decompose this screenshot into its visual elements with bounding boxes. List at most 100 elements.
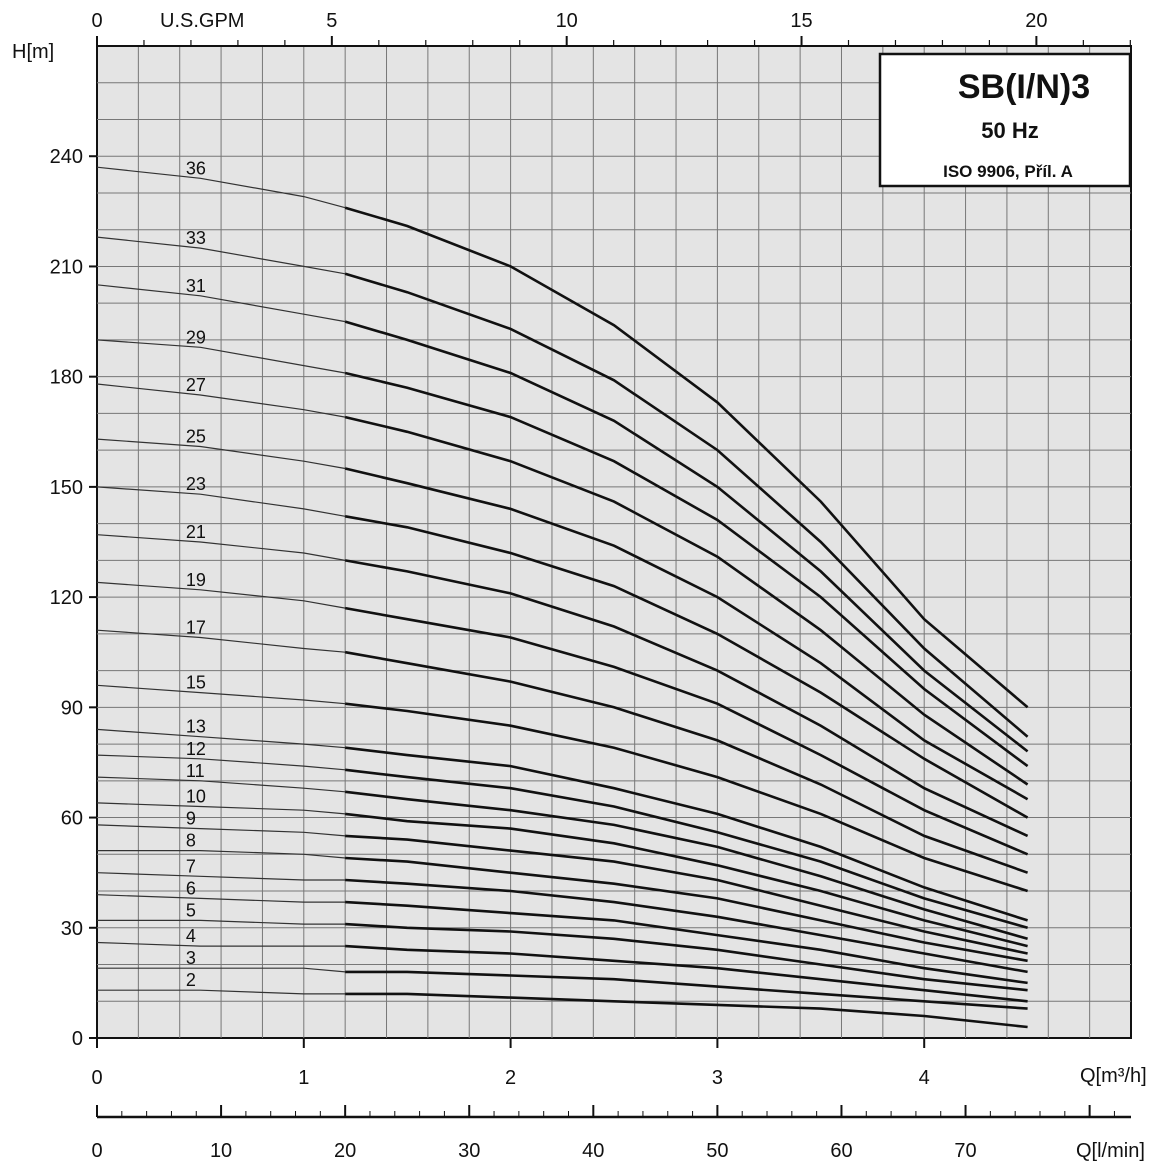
- lmin-tick-label: 60: [830, 1140, 852, 1162]
- lmin-tick-label: 50: [706, 1140, 728, 1162]
- curve-label-36: 36: [186, 158, 206, 178]
- curve-13: [345, 746, 1028, 922]
- curve-7: [345, 878, 1028, 974]
- curve-4: [345, 944, 1028, 1003]
- lmin-tick-label: 0: [91, 1140, 102, 1162]
- curve-label-29: 29: [186, 327, 206, 347]
- curve-label-2: 2: [186, 970, 196, 990]
- curve-label-13: 13: [186, 717, 206, 737]
- bottom-axis-label: Q[l/min]: [1076, 1140, 1145, 1162]
- top-axis-label: U.S.GPM: [160, 10, 244, 32]
- curve-label-5: 5: [186, 900, 196, 920]
- plot-background: [96, 45, 1132, 1039]
- curve-13-extension: [96, 728, 346, 749]
- lmin-tick-label: 20: [334, 1140, 356, 1162]
- curve-label-6: 6: [186, 878, 196, 898]
- curve-15-extension: [96, 684, 346, 705]
- y-tick-label: 240: [50, 146, 83, 168]
- title-box: SB(I/N)3 50 Hz ISO 9906, Příl. A: [878, 52, 1132, 188]
- x-axis-label: Q[m³/h]: [1080, 1065, 1147, 1087]
- curve-21-extension: [96, 534, 346, 561]
- curve-8: [345, 856, 1028, 963]
- x-tick-label: 3: [712, 1067, 723, 1089]
- curve-label-15: 15: [186, 673, 206, 693]
- y-tick-label: 120: [50, 587, 83, 609]
- curve-23: [344, 515, 1029, 819]
- curve-label-11: 11: [186, 761, 205, 781]
- y-tick-label: 30: [61, 918, 83, 940]
- top-tick-label: 5: [326, 10, 337, 32]
- curve-5: [345, 922, 1028, 992]
- curve-23-extension: [96, 486, 346, 517]
- title-box-frame: [878, 52, 1132, 188]
- curve-6: [345, 900, 1028, 985]
- y-tick-label: 150: [50, 477, 83, 499]
- pump-curves: [96, 166, 1029, 1029]
- curve-11-extension: [96, 776, 346, 793]
- y-tick-label: 60: [61, 808, 83, 830]
- curve-label-23: 23: [186, 474, 206, 494]
- y-tick-label: 180: [50, 367, 83, 389]
- curve-36-extension: [96, 166, 346, 209]
- curve-15: [345, 702, 1028, 893]
- curve-10-extension: [96, 802, 346, 815]
- curve-10: [345, 812, 1028, 948]
- curve-21: [344, 559, 1029, 838]
- curve-17: [344, 650, 1029, 874]
- curve-27-extension: [96, 383, 346, 418]
- curve-label-21: 21: [186, 522, 206, 542]
- curve-label-7: 7: [186, 856, 196, 876]
- curve-label-8: 8: [186, 831, 196, 851]
- curve-label-31: 31: [186, 276, 206, 296]
- curve-12-extension: [96, 754, 346, 771]
- curve-label-3: 3: [186, 948, 196, 968]
- x-tick-label: 0: [91, 1067, 102, 1089]
- curve-label-27: 27: [186, 375, 206, 395]
- curve-label-4: 4: [186, 926, 196, 946]
- curve-label-17: 17: [186, 618, 206, 638]
- top-tick-label: 0: [91, 10, 102, 32]
- top-tick-label: 20: [1025, 10, 1047, 32]
- curve-3-extension: [97, 967, 346, 973]
- curve-2-extension: [97, 989, 346, 995]
- curve-31-extension: [96, 284, 346, 323]
- curve-label-12: 12: [186, 739, 206, 759]
- curve-19-extension: [96, 581, 346, 609]
- curve-label-10: 10: [186, 787, 206, 807]
- lmin-tick-label: 40: [582, 1140, 604, 1162]
- curve-5-extension: [97, 919, 346, 925]
- x-tick-label: 4: [919, 1067, 930, 1089]
- curve-33-extension: [96, 236, 346, 275]
- lmin-tick-label: 10: [210, 1140, 232, 1162]
- chart-title: SB(I/N)3: [958, 68, 1090, 106]
- curve-33: [344, 272, 1029, 738]
- top-tick-label: 10: [556, 10, 578, 32]
- curve-8-extension: [97, 850, 346, 859]
- curve-4-extension: [96, 941, 346, 947]
- lmin-tick-label: 70: [954, 1140, 976, 1162]
- curve-31: [344, 320, 1029, 753]
- y-tick-label: 0: [72, 1028, 83, 1050]
- curve-12: [345, 768, 1028, 930]
- x-tick-label: 2: [505, 1067, 516, 1089]
- curve-9-extension: [96, 824, 346, 837]
- curve-19: [344, 606, 1029, 856]
- curve-29-extension: [96, 339, 346, 374]
- curve-label-19: 19: [186, 570, 206, 590]
- curve-27: [344, 415, 1029, 786]
- chart-subtitle: 50 Hz: [981, 118, 1038, 143]
- curve-label-9: 9: [186, 809, 196, 829]
- curve-25-extension: [96, 438, 346, 470]
- curve-3: [345, 970, 1028, 1010]
- chart-note: ISO 9906, Příl. A: [943, 162, 1073, 181]
- curve-2: [345, 992, 1028, 1029]
- curve-17-extension: [96, 629, 346, 653]
- lmin-tick-label: 30: [458, 1140, 480, 1162]
- top-tick-label: 15: [790, 10, 812, 32]
- curve-7-extension: [96, 872, 346, 881]
- curve-label-33: 33: [186, 228, 206, 248]
- y-tick-label: 210: [50, 256, 83, 278]
- curve-25: [344, 467, 1029, 801]
